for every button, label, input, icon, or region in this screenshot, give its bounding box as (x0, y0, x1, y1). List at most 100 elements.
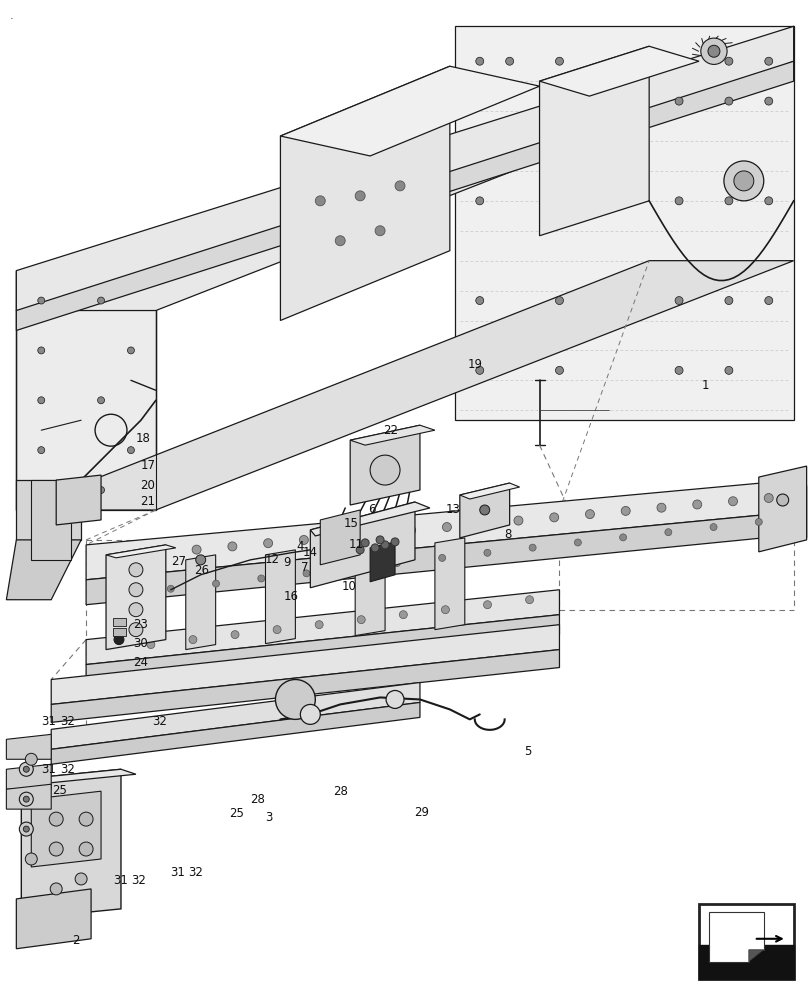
Text: 17: 17 (140, 459, 155, 472)
Circle shape (19, 822, 33, 836)
Circle shape (127, 447, 135, 454)
Text: 23: 23 (133, 618, 148, 631)
Circle shape (167, 585, 174, 592)
Text: 6: 6 (368, 503, 375, 516)
Text: 3: 3 (264, 811, 272, 824)
Circle shape (375, 226, 384, 236)
Text: 31: 31 (41, 763, 56, 776)
Circle shape (692, 500, 701, 509)
Circle shape (478, 519, 487, 528)
Text: 4: 4 (296, 540, 304, 553)
Circle shape (380, 541, 388, 549)
Circle shape (275, 680, 315, 719)
Polygon shape (16, 480, 81, 540)
Circle shape (724, 57, 732, 65)
Circle shape (585, 510, 594, 519)
Text: 19: 19 (466, 358, 482, 371)
Text: 18: 18 (135, 432, 150, 445)
Circle shape (573, 539, 581, 546)
Text: 32: 32 (188, 866, 203, 879)
Circle shape (335, 532, 344, 541)
Polygon shape (106, 545, 175, 558)
Circle shape (764, 97, 772, 105)
Circle shape (49, 812, 63, 826)
Polygon shape (6, 540, 81, 600)
Text: 27: 27 (171, 555, 186, 568)
Circle shape (129, 563, 143, 577)
Circle shape (24, 766, 29, 772)
Circle shape (300, 704, 320, 724)
Circle shape (272, 626, 281, 634)
Circle shape (371, 544, 379, 552)
Text: 28: 28 (333, 785, 347, 798)
Text: 8: 8 (504, 528, 511, 541)
Polygon shape (113, 628, 126, 636)
Circle shape (707, 45, 719, 57)
Circle shape (475, 366, 483, 374)
Text: 9: 9 (283, 556, 291, 569)
Polygon shape (51, 682, 419, 749)
Text: 10: 10 (341, 580, 356, 593)
Polygon shape (6, 764, 51, 789)
Circle shape (264, 539, 272, 548)
Circle shape (212, 580, 219, 587)
Circle shape (724, 297, 732, 305)
Circle shape (475, 97, 483, 105)
Circle shape (375, 536, 384, 544)
Circle shape (441, 606, 448, 614)
Circle shape (727, 497, 736, 506)
Circle shape (38, 347, 45, 354)
Circle shape (385, 690, 404, 708)
Circle shape (555, 57, 563, 65)
Circle shape (391, 538, 398, 546)
Circle shape (555, 97, 563, 105)
Circle shape (129, 583, 143, 597)
Text: 21: 21 (140, 495, 155, 508)
Circle shape (483, 601, 491, 609)
Text: 15: 15 (343, 517, 358, 530)
Polygon shape (86, 480, 792, 580)
Circle shape (195, 555, 205, 565)
Text: 5: 5 (523, 745, 530, 758)
Circle shape (19, 792, 33, 806)
Polygon shape (16, 261, 792, 510)
Text: 25: 25 (229, 807, 244, 820)
Text: 24: 24 (133, 656, 148, 669)
Circle shape (19, 762, 33, 776)
Circle shape (129, 603, 143, 617)
Circle shape (75, 873, 87, 885)
Circle shape (335, 236, 345, 246)
Circle shape (674, 297, 682, 305)
Polygon shape (16, 61, 792, 330)
Text: 30: 30 (133, 637, 148, 650)
Text: 29: 29 (414, 806, 429, 819)
Circle shape (763, 494, 772, 502)
Circle shape (615, 57, 623, 65)
Circle shape (354, 191, 365, 201)
Polygon shape (86, 615, 559, 684)
Circle shape (114, 635, 124, 645)
Circle shape (38, 487, 45, 494)
Circle shape (475, 297, 483, 305)
Circle shape (709, 524, 716, 531)
Circle shape (25, 753, 37, 765)
Circle shape (674, 366, 682, 374)
Text: 31: 31 (114, 874, 128, 887)
Circle shape (38, 447, 45, 454)
Polygon shape (56, 475, 101, 525)
Circle shape (356, 546, 363, 554)
Circle shape (619, 534, 626, 541)
Circle shape (555, 297, 563, 305)
Circle shape (79, 812, 93, 826)
Polygon shape (539, 46, 698, 96)
Circle shape (483, 549, 491, 556)
Circle shape (620, 506, 629, 515)
Circle shape (228, 542, 237, 551)
Circle shape (97, 297, 105, 304)
Circle shape (157, 548, 165, 557)
Polygon shape (435, 538, 464, 630)
Circle shape (724, 197, 732, 205)
Polygon shape (280, 66, 449, 320)
Text: 25: 25 (52, 784, 67, 797)
Circle shape (513, 516, 522, 525)
